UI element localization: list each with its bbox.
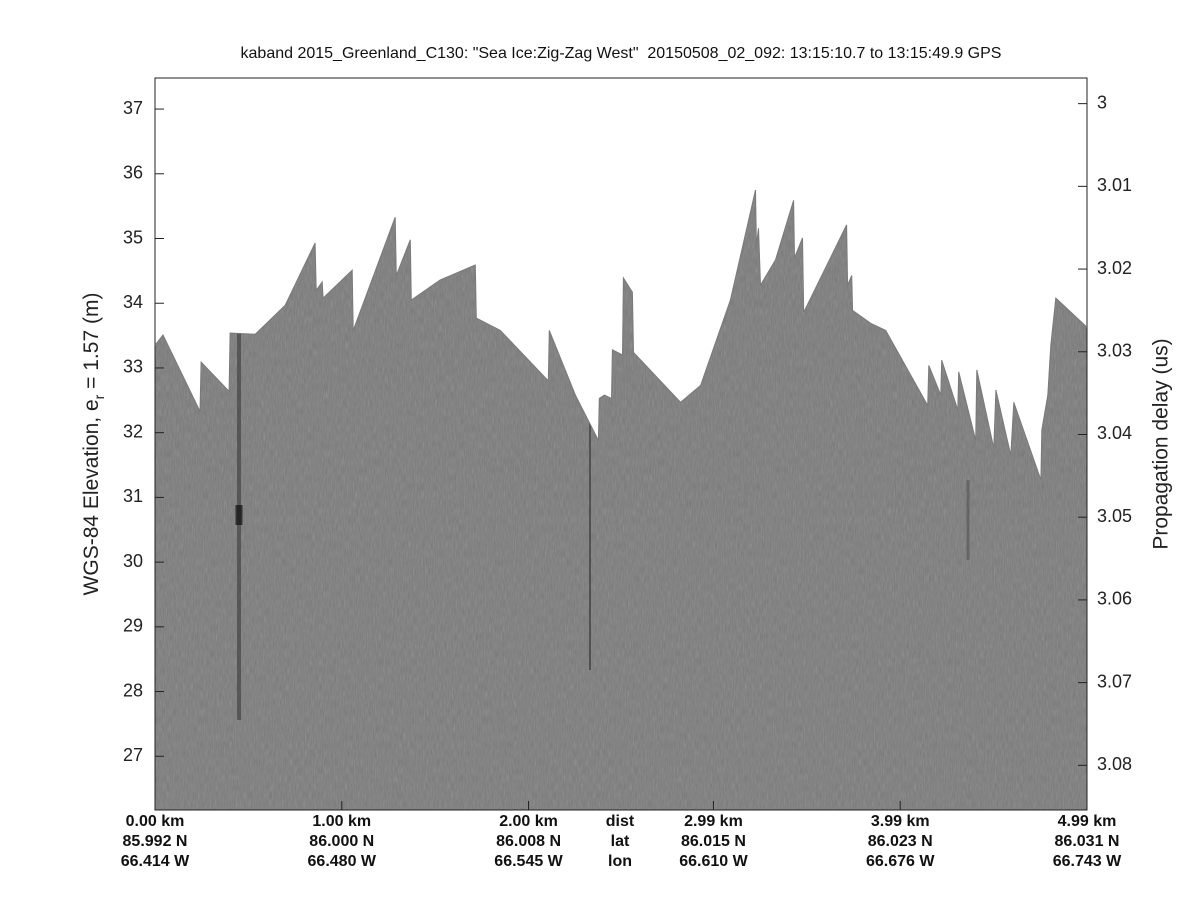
lat-label: 85.992 N [123,833,188,850]
x-tick-label: 3.99 km [871,813,930,830]
y-tick-label: 30 [123,551,143,571]
row-label: dist [606,813,635,830]
lon-label: 66.676 W [866,853,935,870]
lat-label: 86.023 N [868,833,933,850]
x-tick-label: 0.00 km [126,813,185,830]
lat-label: 86.031 N [1055,833,1120,850]
y2-axis-label: Propagation delay (us) [1150,338,1173,549]
y2-tick-label: 3.06 [1097,589,1132,609]
x-tick-label: 4.99 km [1058,813,1117,830]
y-tick-label: 27 [123,745,143,765]
y-label-rest: = 1.57 (m) [80,293,103,395]
plot-frame [154,77,1088,811]
y2-tick-label: 3.04 [1097,423,1132,443]
y2-tick-label: 3.03 [1097,341,1132,361]
y-tick-label: 36 [123,163,143,183]
x-tick-label: 2.99 km [684,813,743,830]
y-label-main: WGS-84 Elevation, e [80,399,103,595]
lon-label: 66.480 W [308,853,377,870]
lon-label: 66.610 W [679,853,748,870]
lon-label: 66.743 W [1053,853,1122,870]
row-label: lat [611,833,630,850]
y2-tick-label: 3.01 [1097,175,1132,195]
y-tick-label: 34 [123,292,143,312]
y-tick-label: 31 [123,486,143,506]
surface-edge [154,189,1088,481]
y-tick-label: 35 [123,227,143,247]
y-label-sub: r [91,394,107,399]
x-tick-label: 2.00 km [499,813,558,830]
chart-title: kaband 2015_Greenland_C130: "Sea Ice:Zig… [241,45,1002,62]
y-tick-label: 28 [123,680,143,700]
lat-label: 86.008 N [496,833,561,850]
y2-tick-label: 3.08 [1097,754,1132,774]
lat-label: 86.000 N [309,833,374,850]
lat-label: 86.015 N [681,833,746,850]
lon-label: 66.414 W [121,853,190,870]
y-axis-label: WGS-84 Elevation, er = 1.57 (m) [80,293,107,596]
y2-tick-label: 3 [1097,92,1107,112]
y-tick-label: 37 [123,98,143,118]
y-tick-label: 29 [123,616,143,636]
lon-label: 66.545 W [494,853,563,870]
row-label: lon [608,853,632,870]
y2-tick-label: 3.07 [1097,671,1132,691]
y-tick-label: 33 [123,357,143,377]
y-tick-label: 32 [123,421,143,441]
y2-tick-label: 3.05 [1097,506,1132,526]
y2-tick-label: 3.02 [1097,258,1132,278]
x-tick-label: 1.00 km [312,813,371,830]
